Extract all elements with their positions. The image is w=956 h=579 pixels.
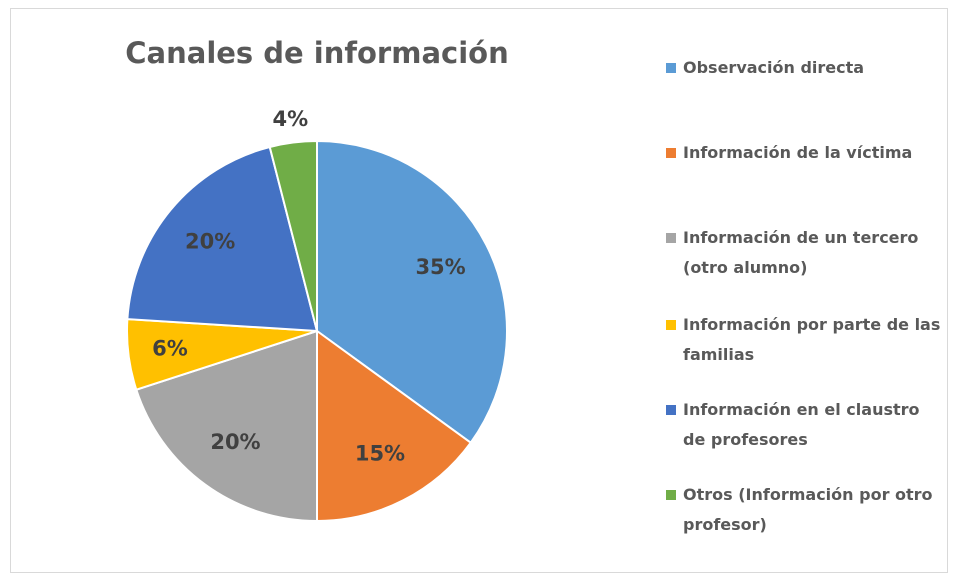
legend-label: Otros (Información por otro profesor) [683,485,933,534]
pie-slice [135,329,318,523]
legend-swatch [666,148,676,158]
data-label: 4% [273,107,309,131]
legend-label: Información de la víctima [683,143,913,162]
data-label: 20% [210,430,260,454]
legend-swatch [666,405,676,415]
pie-slice [126,145,319,333]
legend-item: Información de la víctima [666,138,946,168]
legend-item: Otros (Información por otro profesor) [666,480,946,540]
legend-label: Información de un tercero (otro alumno) [683,228,919,277]
legend-swatch [666,320,676,330]
legend-item: Observación directa [666,53,946,83]
chart-title: Canales de información [125,36,508,70]
legend-label: Observación directa [683,58,865,77]
data-label: 20% [185,230,235,254]
chart-area [10,8,948,573]
legend-item: Información en el claustro de profesores [666,395,946,455]
data-label: 6% [152,337,188,361]
data-label: 15% [355,442,405,466]
pie-slice [268,139,318,332]
pie-slice [316,329,473,523]
legend-swatch [666,63,676,73]
legend-swatch [666,233,676,243]
pie-slice [316,139,508,445]
legend-label: Información por parte de las familias [683,315,941,364]
legend-item: Información de un tercero (otro alumno) [666,223,946,283]
legend-label: Información en el claustro de profesores [683,400,920,449]
data-label: 35% [415,255,465,279]
legend-item: Información por parte de las familias [666,310,946,370]
legend-swatch [666,490,676,500]
